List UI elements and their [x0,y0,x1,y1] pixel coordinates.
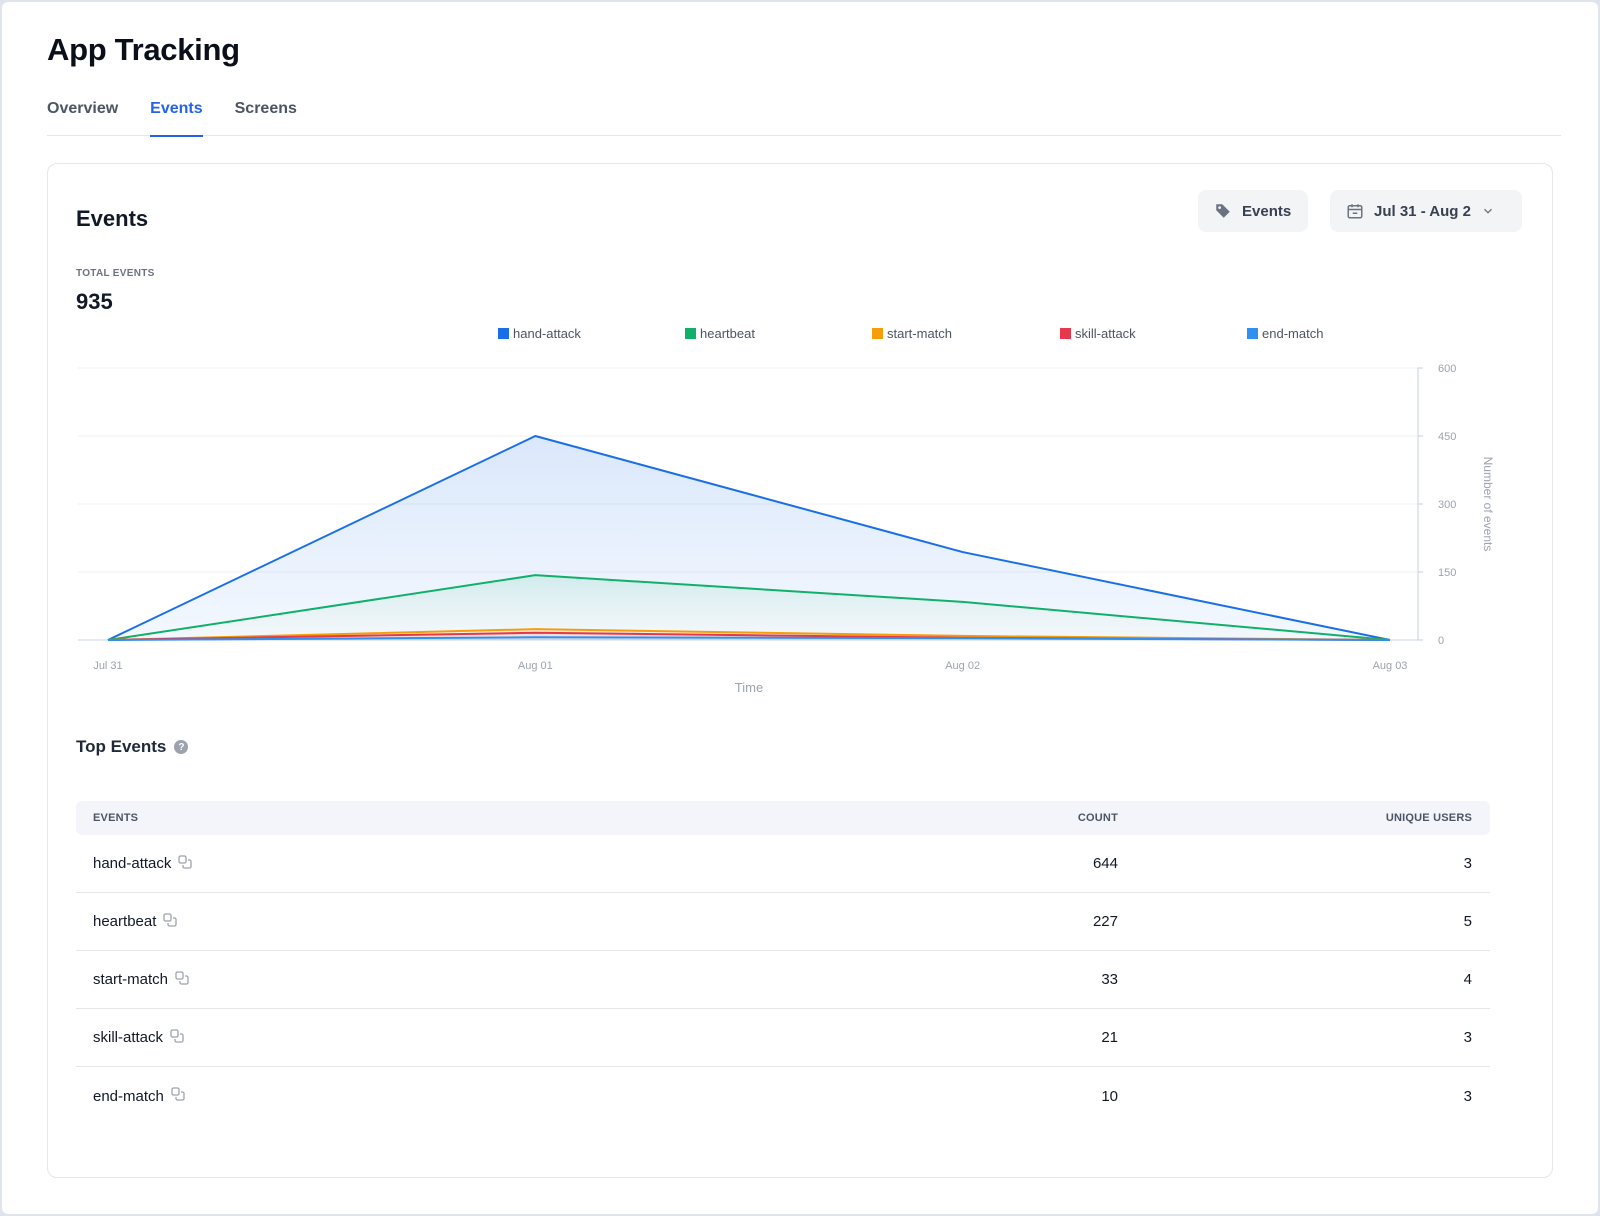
event-name: skill-attack [93,1029,164,1046]
tab-events[interactable]: Events [150,94,204,137]
event-count: 644 [1092,855,1118,872]
event-count: 21 [1101,1029,1118,1046]
legend-swatch [1060,328,1071,339]
event-name: hand-attack [93,855,172,872]
legend-label: skill-attack [1075,326,1136,341]
legend-item[interactable]: heartbeat [685,326,755,341]
x-tick-label: Aug 02 [945,660,980,672]
tab-overview[interactable]: Overview [47,100,119,117]
table-header: EVENTS COUNT UNIQUE USERS [76,801,1490,835]
top-events-heading: Top Events ? [76,737,189,757]
help-icon[interactable]: ? [174,740,189,754]
event-unique-users: 4 [1463,971,1472,988]
x-tick-label: Aug 01 [518,660,553,672]
copy-icon[interactable] [174,970,190,990]
legend-label: hand-attack [513,326,581,341]
x-tick-label: Jul 31 [93,660,122,672]
y-tick-label: 600 [1438,363,1456,375]
legend-swatch [872,328,883,339]
series-line-heartbeat [107,574,1391,641]
table-row: heartbeat 227 5 [76,893,1490,951]
copy-icon[interactable] [177,854,193,874]
event-name: end-match [93,1087,164,1105]
column-header-events[interactable]: EVENTS [93,812,139,824]
copy-icon[interactable] [162,912,178,932]
event-unique-users: 3 [1463,1029,1472,1046]
copy-icon[interactable] [170,1086,186,1106]
events-filter-button[interactable]: Events [1198,190,1308,232]
top-events-title: Top Events [76,737,167,756]
chart-legend: hand-attack heartbeat start-match skill-… [48,326,1554,346]
legend-label: end-match [1262,326,1324,341]
date-range-picker[interactable]: Jul 31 - Aug 2 [1330,190,1522,232]
legend-label: heartbeat [700,326,755,341]
legend-swatch [685,328,696,339]
chevron-down-icon [1481,204,1495,218]
date-range-label: Jul 31 - Aug 2 [1374,202,1471,220]
top-events-table: EVENTS COUNT UNIQUE USERS hand-attack 64… [76,801,1490,1125]
event-name: start-match [93,971,169,988]
copy-icon[interactable] [169,1028,185,1048]
table-row: skill-attack 21 3 [76,1009,1490,1067]
y-axis-label: Number of events [1481,457,1495,552]
event-unique-users: 3 [1463,1087,1472,1105]
table-row: start-match 33 4 [76,951,1490,1009]
total-events-value: 935 [76,289,113,314]
page-title: App Tracking [47,32,240,67]
column-header-unique-users[interactable]: UNIQUE USERS [1385,812,1472,824]
events-card: Events Events Jul 31 - Aug 2 TOTAL EVENT… [47,163,1553,1178]
event-unique-users: 5 [1463,913,1472,930]
tag-icon [1214,202,1232,220]
table-body: hand-attack 644 3 heartbeat 227 5 [76,835,1490,1125]
events-filter-label: Events [1242,202,1292,220]
x-axis-label: Time [735,680,763,695]
table-row: hand-attack 644 3 [76,835,1490,893]
tab-bar: Overview Events Screens [47,94,1561,137]
legend-item[interactable]: start-match [872,326,952,341]
event-count: 227 [1092,913,1118,930]
x-tick-label: Aug 03 [1373,660,1408,672]
event-count: 33 [1101,971,1118,988]
card-title: Events [76,206,149,231]
calendar-icon [1346,202,1364,220]
legend-item[interactable]: skill-attack [1060,326,1136,341]
event-unique-users: 3 [1463,855,1472,872]
events-area-chart: 0 150 300 450 600 Number of events Jul 31 Aug 0… [78,363,1495,695]
legend-item[interactable]: hand-attack [498,326,581,341]
y-tick-label: 0 [1438,635,1444,647]
legend-item[interactable]: end-match [1247,326,1323,341]
y-tick-label: 150 [1438,567,1456,579]
column-header-count[interactable]: COUNT [1077,812,1118,824]
tab-screens[interactable]: Screens [234,100,297,117]
series-line-hand-attack [107,435,1391,641]
y-tick-label: 450 [1438,431,1456,443]
legend-swatch [1247,328,1258,339]
event-count: 10 [1101,1087,1118,1105]
legend-label: start-match [887,326,953,341]
y-tick-label: 300 [1438,499,1456,511]
event-name: heartbeat [93,913,157,930]
legend-swatch [498,328,509,339]
total-events-label: TOTAL EVENTS [76,268,155,279]
table-row: end-match 10 3 [76,1067,1490,1125]
series-line-end-match [107,636,1391,641]
